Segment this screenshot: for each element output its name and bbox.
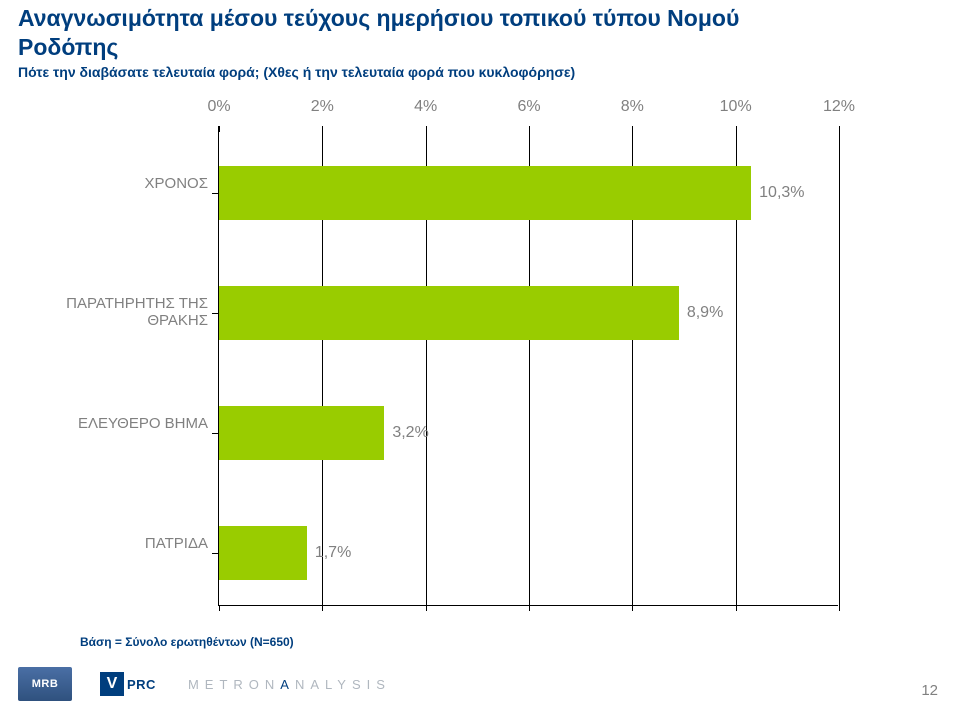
vprc-logo: V PRC xyxy=(100,672,156,696)
title-line1: Αναγνωσιμότητα μέσου τεύχους ημερήσιου τ… xyxy=(18,4,942,33)
x-tick-label: 6% xyxy=(517,98,540,116)
bar-value-label: 8,9% xyxy=(687,304,723,322)
x-tick-mark xyxy=(219,605,220,611)
x-tick-label: 4% xyxy=(414,98,437,116)
slide: Αναγνωσιμότητα μέσου τεύχους ημερήσιου τ… xyxy=(0,0,960,711)
y-category-label: ΧΡΟΝΟΣ xyxy=(58,175,208,192)
x-tick-mark xyxy=(736,605,737,611)
y-tick-mark xyxy=(212,433,218,434)
bar-value-label: 1,7% xyxy=(315,544,351,562)
subtitle: Πότε την διαβάσατε τελευταία φορά; (Χθες… xyxy=(18,64,942,80)
gridline xyxy=(839,126,840,605)
vprc-text: PRC xyxy=(127,677,156,692)
x-tick-label: 8% xyxy=(621,98,644,116)
title-line2: Ροδόπης xyxy=(18,33,942,62)
metron-accent: A xyxy=(280,677,295,692)
title-block: Αναγνωσιμότητα μέσου τεύχους ημερήσιου τ… xyxy=(18,0,942,80)
x-tick-mark xyxy=(839,605,840,611)
y-category-label: ΠΑΡΑΤΗΡΗΤΗΣ ΤΗΣ ΘΡΑΚΗΣ xyxy=(58,295,208,330)
x-tick-mark xyxy=(219,126,220,132)
x-tick-mark xyxy=(632,605,633,611)
y-tick-mark xyxy=(212,313,218,314)
mrb-logo-text: MRB xyxy=(32,678,59,690)
y-tick-mark xyxy=(212,193,218,194)
x-tick-label: 0% xyxy=(207,98,230,116)
footer: MRB V PRC METRONANALYSIS xyxy=(0,657,960,711)
x-tick-label: 12% xyxy=(823,98,855,116)
base-note: Βάση = Σύνολο ερωτηθέντων (Ν=650) xyxy=(80,635,294,649)
bar xyxy=(219,286,679,340)
x-tick-label: 2% xyxy=(311,98,334,116)
page-number: 12 xyxy=(921,682,938,699)
y-category-label: ΕΛΕΥΘΕΡΟ ΒΗΜΑ xyxy=(58,415,208,432)
mrb-logo: MRB xyxy=(18,667,72,701)
y-category-label: ΠΑΤΡΙΔΑ xyxy=(58,535,208,552)
metron-pre: METRON xyxy=(188,677,280,692)
metronanalysis-logo: METRONANALYSIS xyxy=(188,677,391,692)
bar-value-label: 3,2% xyxy=(392,424,428,442)
bar xyxy=(219,166,751,220)
x-tick-mark xyxy=(529,605,530,611)
vprc-v-box: V xyxy=(100,672,124,696)
bar-chart: 0% 2% 4% 6% 8% 10% 12% ΧΡΟΝΟΣ 10,3% ΠΑΡΑΤΗΡΗΤΗΣ … xyxy=(58,98,878,618)
bar xyxy=(219,526,307,580)
metron-post: NALYSIS xyxy=(295,677,391,692)
bar xyxy=(219,406,384,460)
y-tick-mark xyxy=(212,553,218,554)
bar-value-label: 10,3% xyxy=(759,184,804,202)
x-tick-mark xyxy=(322,605,323,611)
vprc-v-letter: V xyxy=(107,675,118,693)
x-tick-mark xyxy=(426,605,427,611)
x-tick-label: 10% xyxy=(720,98,752,116)
